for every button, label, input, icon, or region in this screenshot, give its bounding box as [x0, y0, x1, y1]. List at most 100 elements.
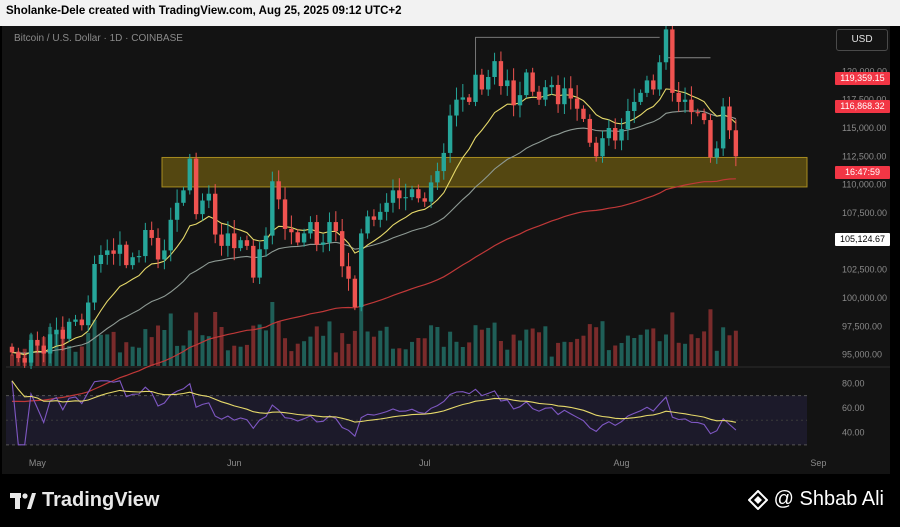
candle-body [511, 80, 516, 106]
resistance-line [475, 36, 660, 78]
candle-body [676, 92, 681, 102]
candle-body [111, 250, 116, 254]
price-tick-label: 112,500.00 [842, 151, 886, 161]
candle-body [409, 189, 415, 198]
currency-button[interactable]: USD [836, 29, 888, 51]
volume-bar [251, 325, 256, 366]
volume-bar [473, 325, 478, 366]
ema-slow-line [12, 178, 736, 403]
price-tag: 105,124.67 [835, 233, 890, 247]
price-tick-label: 102,500.00 [842, 265, 887, 275]
volume-bar [695, 338, 700, 366]
volume-bar [556, 342, 561, 366]
candle-body [193, 158, 199, 215]
volume-bar [365, 331, 370, 366]
candle-body [206, 193, 212, 201]
candle-body [498, 61, 504, 87]
volume-bar [676, 342, 681, 366]
volume-bar [448, 331, 453, 366]
volume-bar [124, 342, 129, 366]
rsi-average-line [11, 380, 737, 423]
candle-body [130, 257, 135, 266]
author-watermark: @ Shbab Ali [747, 488, 884, 511]
candle-body [238, 240, 243, 249]
candle-body [422, 198, 427, 202]
candle-body [60, 329, 65, 339]
candle-body [22, 358, 27, 363]
volume-bar [708, 309, 713, 366]
volume-bar [613, 345, 618, 366]
volume-bar [359, 299, 364, 366]
volume-bar [594, 327, 599, 366]
candle-body [244, 240, 250, 246]
volume-bar [117, 352, 122, 366]
volume-bar [651, 328, 656, 366]
volume-bar [486, 327, 491, 366]
volume-bar [213, 312, 218, 366]
volume-bar [467, 342, 472, 366]
rsi-line [11, 380, 737, 446]
volume-bar [149, 337, 154, 366]
candle-body [486, 77, 491, 90]
candle-body [543, 87, 548, 100]
candle-body [555, 84, 561, 105]
candle-body [47, 334, 53, 354]
volume-bar [670, 312, 675, 366]
candle-body [441, 152, 446, 172]
candle-body [136, 256, 142, 258]
candle-body [384, 202, 389, 212]
candle-body [371, 216, 377, 220]
candle-body [625, 111, 631, 130]
volume-bar [638, 334, 643, 366]
volume-bar [143, 329, 148, 366]
ema-mid-line [11, 110, 737, 354]
volume-bar [67, 345, 72, 366]
candle-body [162, 250, 167, 260]
candle-body [593, 142, 599, 157]
volume-bar [10, 354, 14, 366]
volume-bar [384, 326, 389, 366]
price-tick-label: 100,000.00 [842, 293, 887, 303]
volume-bar [92, 319, 97, 366]
volume-bar [416, 338, 421, 366]
candle-body [352, 278, 358, 308]
candle-body [270, 181, 275, 236]
volume-bar [276, 321, 281, 366]
volume-bar [549, 356, 554, 366]
rsi-tick-label: 80.00 [842, 378, 865, 388]
volume-bar [632, 338, 637, 366]
x-axis-label: May [29, 458, 47, 468]
price-tick-label: 115,000.00 [842, 123, 886, 133]
candle-body [16, 352, 21, 359]
volume-bar [410, 341, 415, 366]
candle-body [232, 233, 237, 249]
candle-body [333, 222, 339, 232]
volume-bar [175, 345, 180, 366]
volume-bar [460, 347, 465, 366]
volume-bar [232, 345, 237, 366]
volume-bar [111, 331, 116, 366]
volume-bar [270, 302, 275, 366]
candle-body [397, 190, 402, 199]
candle-body [416, 189, 421, 199]
candle-body [225, 233, 231, 246]
candle-body [339, 231, 345, 267]
volume-bar [492, 322, 497, 366]
candle-body [276, 181, 281, 200]
volume-bar [657, 341, 662, 366]
candle-body [663, 29, 669, 63]
volume-bar [543, 326, 548, 366]
volume-bar [86, 332, 91, 366]
volume-bar [295, 343, 300, 366]
price-chart[interactable]: 122,500.00120,000.00117,500.00115,000.00… [2, 26, 890, 474]
chart-panel[interactable]: 122,500.00120,000.00117,500.00115,000.00… [2, 26, 890, 474]
volume-bar [321, 335, 326, 366]
candle-body [174, 202, 180, 220]
candle-body [517, 95, 523, 106]
rsi-tick-label: 40.00 [842, 428, 865, 438]
volume-bar [397, 348, 402, 366]
volume-bar [187, 330, 192, 366]
candle-body [359, 233, 364, 308]
candle-body [473, 74, 478, 102]
